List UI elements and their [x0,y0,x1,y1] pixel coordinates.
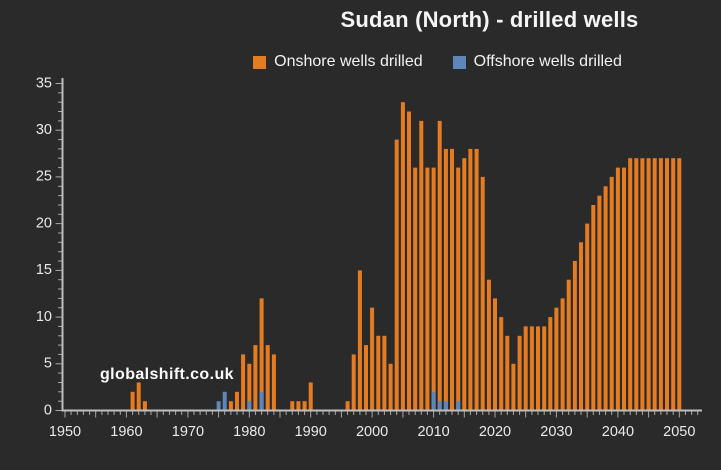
svg-text:2020: 2020 [479,424,511,440]
svg-text:2050: 2050 [663,424,695,440]
svg-text:1950: 1950 [49,424,81,440]
onshore-swatch-icon [253,55,267,69]
watermark: globalshift.co.uk [100,366,234,383]
svg-text:15: 15 [36,262,52,278]
svg-text:20: 20 [36,215,52,231]
svg-text:2010: 2010 [417,424,449,440]
svg-text:35: 35 [36,75,52,91]
svg-text:10: 10 [36,309,52,325]
legend-item-offshore: Offshore wells drilled [452,53,622,71]
svg-text:1980: 1980 [233,424,265,440]
legend-item-onshore: Onshore wells drilled [253,53,423,71]
svg-text:0: 0 [44,402,52,418]
chart-title: Sudan (North) - drilled wells [340,7,639,32]
svg-text:1990: 1990 [295,424,327,440]
offshore-swatch-icon [452,55,466,69]
svg-text:5: 5 [44,356,52,372]
svg-text:25: 25 [36,169,52,185]
legend-label-offshore: Offshore wells drilled [473,53,622,70]
legend: Onshore wells drilled Offshore wells dri… [77,53,721,71]
svg-text:30: 30 [36,122,52,138]
svg-text:2000: 2000 [356,424,388,440]
svg-text:2040: 2040 [602,424,634,440]
svg-text:2030: 2030 [540,424,572,440]
svg-text:1960: 1960 [110,424,142,440]
legend-label-onshore: Onshore wells drilled [274,53,423,70]
svg-text:1970: 1970 [172,424,204,440]
